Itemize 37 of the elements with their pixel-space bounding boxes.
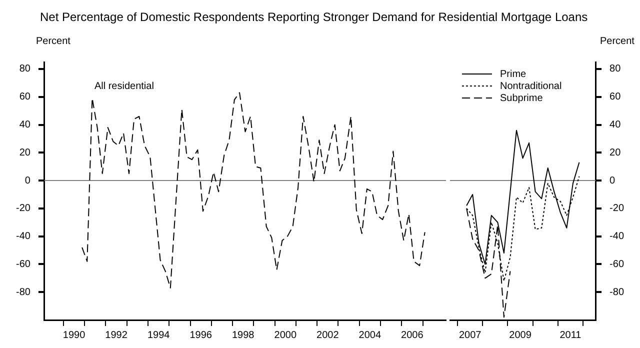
y-tick-label: 0: [24, 175, 31, 186]
series-label: All residential: [94, 80, 154, 92]
y-tick-label: -80: [610, 286, 624, 298]
y-tick-label: 20: [610, 147, 622, 158]
x-tick-label: 2011: [560, 330, 582, 341]
x-tick-label: 1990: [62, 330, 86, 341]
x-tick-label: 2000: [274, 330, 297, 341]
chart-title: Net Percentage of Domestic Respondents Reporting Stronger Demand for Residential Mortgage Loans: [40, 10, 588, 24]
x-tick-label: 2006: [401, 330, 424, 341]
y-tick-label: -20: [16, 203, 31, 214]
y-axis-title: Percent: [36, 36, 70, 47]
y-tick-label: 20: [19, 147, 31, 158]
y-tick-label: 40: [610, 120, 622, 131]
y-tick-label: -40: [16, 231, 31, 242]
y-tick-label: -40: [610, 231, 624, 242]
y-tick-label: -60: [610, 258, 624, 270]
x-tick-label: 2002: [316, 330, 340, 341]
y-tick-label: -80: [16, 286, 31, 298]
y-tick-label: 60: [19, 92, 31, 103]
y-tick-label: 80: [19, 64, 31, 75]
y-tick-label: 40: [19, 120, 31, 131]
y-tick-label: -20: [610, 203, 624, 214]
x-tick-label: 1996: [190, 330, 212, 341]
x-tick-label: 2009: [509, 330, 532, 341]
x-tick-label: 2004: [358, 330, 382, 341]
y-axis-title: Percent: [600, 36, 634, 47]
y-tick-label: 80: [610, 64, 622, 75]
x-tick-label: 2007: [458, 330, 482, 341]
x-tick-label: 1992: [105, 330, 128, 341]
y-tick-label: 60: [610, 92, 622, 103]
x-tick-label: 1998: [232, 330, 255, 341]
legend-label: Prime: [500, 68, 527, 80]
y-tick-label: 0: [610, 175, 616, 186]
y-tick-label: -60: [16, 258, 31, 270]
x-tick-label: 1994: [147, 330, 170, 341]
legend-label: Nontraditional: [500, 80, 562, 92]
legend-label: Subprime: [500, 92, 544, 104]
